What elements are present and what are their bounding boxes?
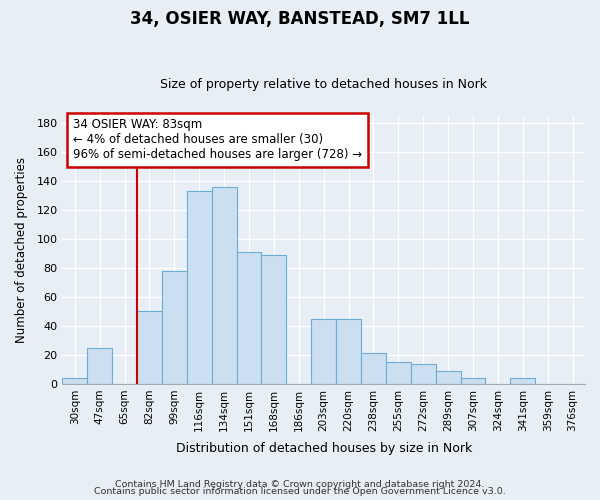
Bar [461, 378, 485, 384]
X-axis label: Distribution of detached houses by size in Nork: Distribution of detached houses by size … [176, 442, 472, 455]
Bar [262, 255, 286, 384]
Bar [336, 318, 361, 384]
Bar [411, 364, 436, 384]
Text: Contains HM Land Registry data © Crown copyright and database right 2024.: Contains HM Land Registry data © Crown c… [115, 480, 485, 489]
Bar [311, 318, 336, 384]
Bar [162, 271, 187, 384]
Bar [361, 354, 386, 384]
Bar [137, 312, 162, 384]
Bar [212, 187, 236, 384]
Text: 34, OSIER WAY, BANSTEAD, SM7 1LL: 34, OSIER WAY, BANSTEAD, SM7 1LL [130, 10, 470, 28]
Bar [87, 348, 112, 384]
Bar [386, 362, 411, 384]
Bar [436, 371, 461, 384]
Bar [236, 252, 262, 384]
Y-axis label: Number of detached properties: Number of detached properties [15, 157, 28, 343]
Bar [511, 378, 535, 384]
Bar [62, 378, 87, 384]
Text: 34 OSIER WAY: 83sqm
← 4% of detached houses are smaller (30)
96% of semi-detache: 34 OSIER WAY: 83sqm ← 4% of detached hou… [73, 118, 362, 162]
Text: Contains public sector information licensed under the Open Government Licence v3: Contains public sector information licen… [94, 488, 506, 496]
Bar [187, 191, 212, 384]
Title: Size of property relative to detached houses in Nork: Size of property relative to detached ho… [160, 78, 487, 91]
